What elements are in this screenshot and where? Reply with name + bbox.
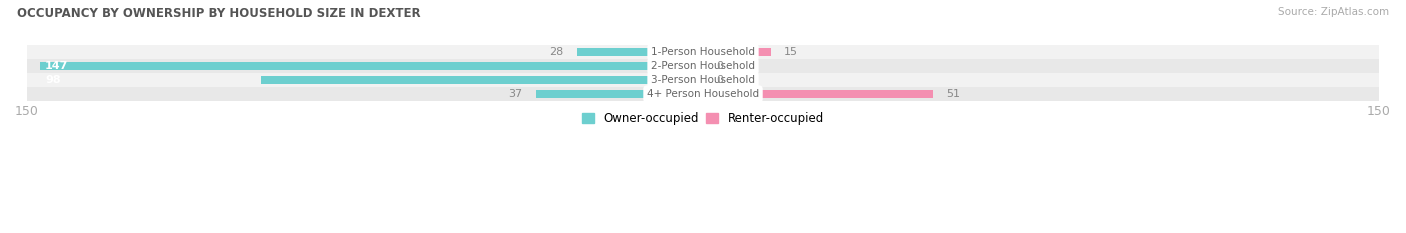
Bar [27, 73, 1379, 87]
Text: 0: 0 [717, 75, 724, 85]
Text: 3-Person Household: 3-Person Household [651, 75, 755, 85]
Text: 28: 28 [548, 47, 564, 57]
Text: 2-Person Household: 2-Person Household [651, 61, 755, 71]
Text: Source: ZipAtlas.com: Source: ZipAtlas.com [1278, 7, 1389, 17]
Bar [703, 90, 932, 98]
Text: 51: 51 [946, 89, 960, 99]
Bar [703, 48, 770, 56]
Text: 1-Person Household: 1-Person Household [651, 47, 755, 57]
Text: 37: 37 [509, 89, 523, 99]
Bar [576, 48, 703, 56]
Text: 0: 0 [717, 61, 724, 71]
Bar [27, 59, 1379, 73]
Text: 4+ Person Household: 4+ Person Household [647, 89, 759, 99]
Text: 98: 98 [45, 75, 60, 85]
Legend: Owner-occupied, Renter-occupied: Owner-occupied, Renter-occupied [578, 107, 828, 130]
Bar [41, 62, 703, 70]
Bar [27, 87, 1379, 101]
Bar [536, 90, 703, 98]
Text: 15: 15 [785, 47, 799, 57]
Bar [262, 76, 703, 84]
Text: 147: 147 [45, 61, 69, 71]
Bar [27, 45, 1379, 59]
Text: OCCUPANCY BY OWNERSHIP BY HOUSEHOLD SIZE IN DEXTER: OCCUPANCY BY OWNERSHIP BY HOUSEHOLD SIZE… [17, 7, 420, 20]
